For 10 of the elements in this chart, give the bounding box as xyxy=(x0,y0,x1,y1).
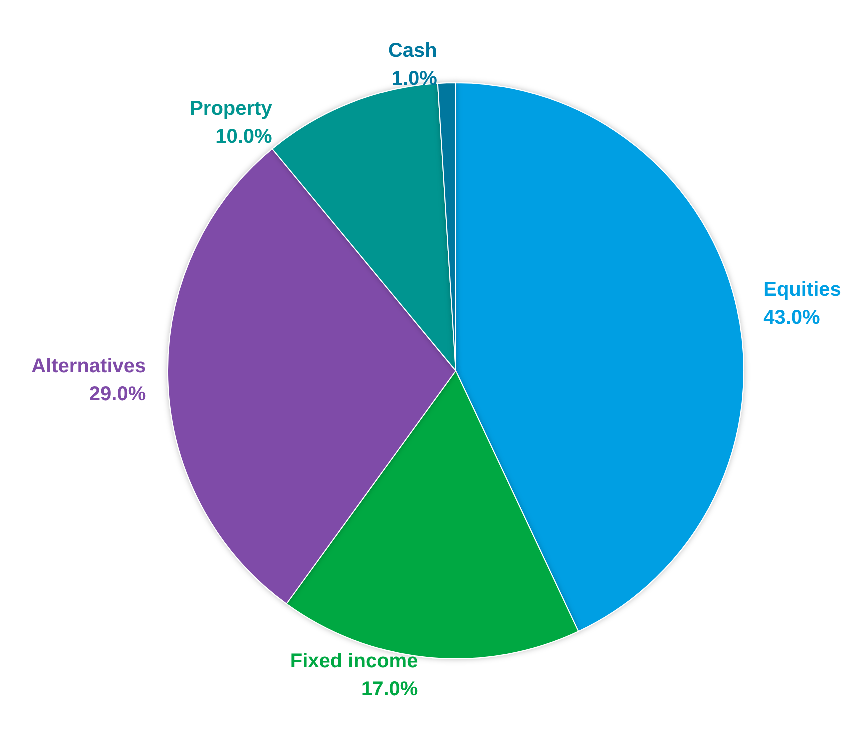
data-label: 1.0% xyxy=(392,68,438,90)
slice-label: Cash xyxy=(388,40,438,62)
slice-label: Fixed income xyxy=(290,650,418,673)
data-label: 29.0% xyxy=(89,384,146,406)
data-label: 10.0% xyxy=(216,126,273,148)
data-label: 17.0% xyxy=(361,678,418,701)
data-label: 43.0% xyxy=(764,307,821,330)
slice-label: Equities xyxy=(764,279,842,302)
slice-label: Property xyxy=(190,98,274,120)
slice-label: Alternatives xyxy=(32,356,146,378)
